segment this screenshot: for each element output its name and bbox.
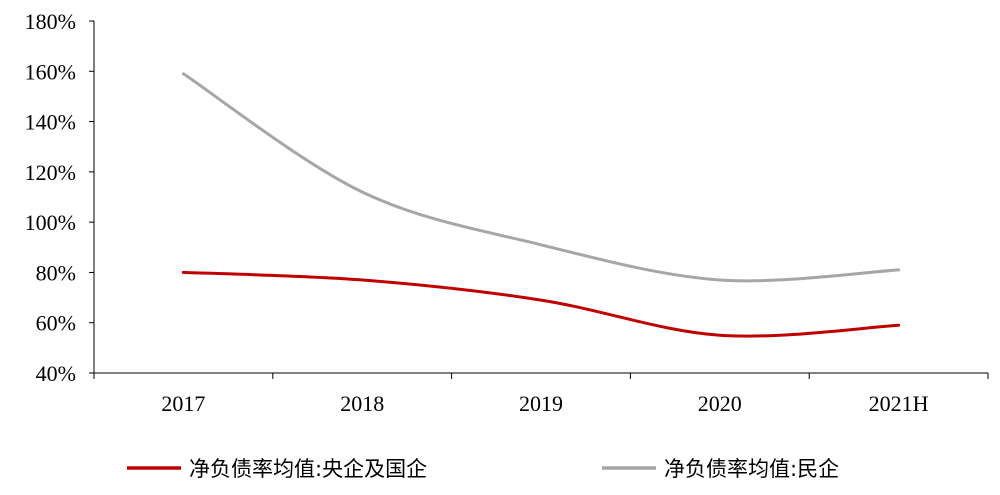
x-tick-label: 2017 xyxy=(161,391,205,416)
x-tick-label: 2021H xyxy=(869,391,929,416)
y-tick-label: 60% xyxy=(36,311,76,336)
series-line-2 xyxy=(181,72,901,283)
legend: 净负债率均值:央企及国企 净负债率均值:民企 xyxy=(127,457,839,481)
legend-label-2: 净负债率均值:民企 xyxy=(664,457,839,481)
legend-label-1: 净负债率均值:央企及国企 xyxy=(189,457,427,481)
y-tick-label: 160% xyxy=(25,59,76,84)
series-line-1 xyxy=(181,270,901,338)
x-tick-label: 2018 xyxy=(340,391,384,416)
y-tick-label: 180% xyxy=(25,9,76,34)
x-tick-label: 2020 xyxy=(698,391,742,416)
x-tick-label: 2019 xyxy=(519,391,563,416)
y-tick-label: 140% xyxy=(25,110,76,135)
axes: 40% 60% 80% 100% 120% 140% 160% 180% 2017 2018 201… xyxy=(25,9,989,416)
y-tick-label: 100% xyxy=(25,210,76,235)
y-tick-label: 120% xyxy=(25,160,76,185)
y-tick-label: 40% xyxy=(36,361,76,386)
series-layer xyxy=(181,72,901,338)
y-tick-label: 80% xyxy=(36,260,76,285)
